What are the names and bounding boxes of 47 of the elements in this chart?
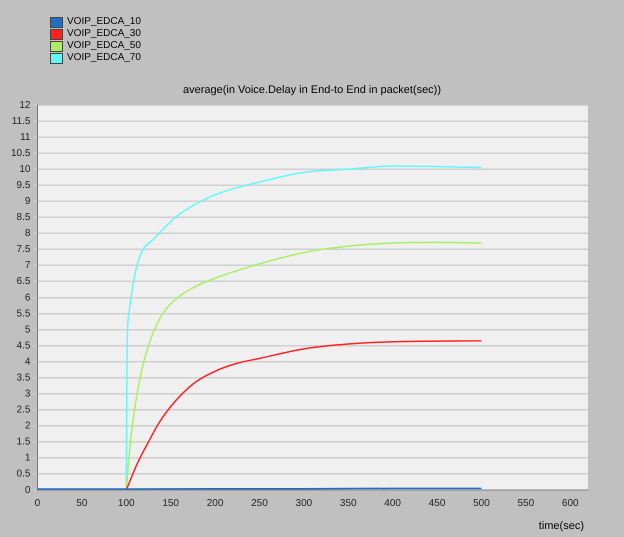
x-tick-label: 0 [34, 498, 41, 509]
y-tick-label: 2.5 [16, 404, 31, 416]
x-tick-label: 400 [384, 498, 402, 509]
legend-label: VOIP_EDCA_70 [67, 52, 141, 64]
y-tick-label: 9 [24, 196, 31, 207]
y-tick-label: 10.5 [10, 148, 31, 159]
y-tick-label: 3 [24, 388, 31, 400]
x-tick-label: 50 [76, 498, 88, 509]
y-tick-label: 4 [24, 356, 31, 368]
y-tick-label: 0 [24, 484, 31, 496]
line-series [126, 242, 482, 490]
y-tick-label: 1 [24, 452, 31, 464]
x-tick-label: 500 [473, 498, 490, 509]
y-tick-label: 2 [24, 420, 31, 432]
y-tick-label: 4.5 [16, 340, 31, 352]
x-tick-label: 100 [118, 498, 136, 509]
y-tick-label: 6 [24, 292, 31, 304]
y-tick-label: 3.5 [16, 372, 31, 384]
y-tick-label: 6.5 [16, 276, 31, 288]
y-tick-label: 7.5 [16, 244, 31, 256]
x-axis-title: time(sec) [538, 520, 584, 532]
x-tick-label: 250 [251, 498, 268, 509]
x-tick-label: 350 [340, 498, 358, 509]
y-tick-label: 7 [24, 260, 31, 272]
x-tick-label: 300 [296, 498, 313, 509]
x-tick-label: 600 [562, 498, 580, 509]
y-tick-label: 0.5 [16, 468, 31, 480]
y-tick-label: 5.5 [16, 308, 31, 320]
line-series [126, 165, 482, 490]
x-tick-label: 150 [162, 498, 180, 509]
y-tick-label: 12 [19, 100, 31, 111]
legend-label: VOIP_EDCA_10 [67, 16, 141, 28]
y-tick-label: 8 [24, 228, 31, 240]
chart-title: average(in Voice.Delay in End-to End in packet(sec)) [182, 84, 442, 96]
legend-label: VOIP_EDCA_50 [67, 40, 141, 52]
x-tick-label: 200 [206, 498, 224, 509]
y-tick-label: 8.5 [16, 212, 31, 224]
y-tick-label: 10 [19, 164, 31, 175]
line-series [126, 340, 482, 490]
y-tick-label: 1.5 [16, 436, 31, 448]
y-tick-label: 11 [20, 132, 31, 143]
x-tick-label: 450 [428, 498, 446, 509]
y-tick-label: 11.5 [12, 116, 31, 127]
x-tick-label: 550 [518, 498, 535, 509]
legend-label: VOIP_EDCA_30 [67, 28, 141, 40]
y-tick-label: 5 [24, 324, 31, 336]
y-tick-label: 9.5 [16, 180, 31, 191]
